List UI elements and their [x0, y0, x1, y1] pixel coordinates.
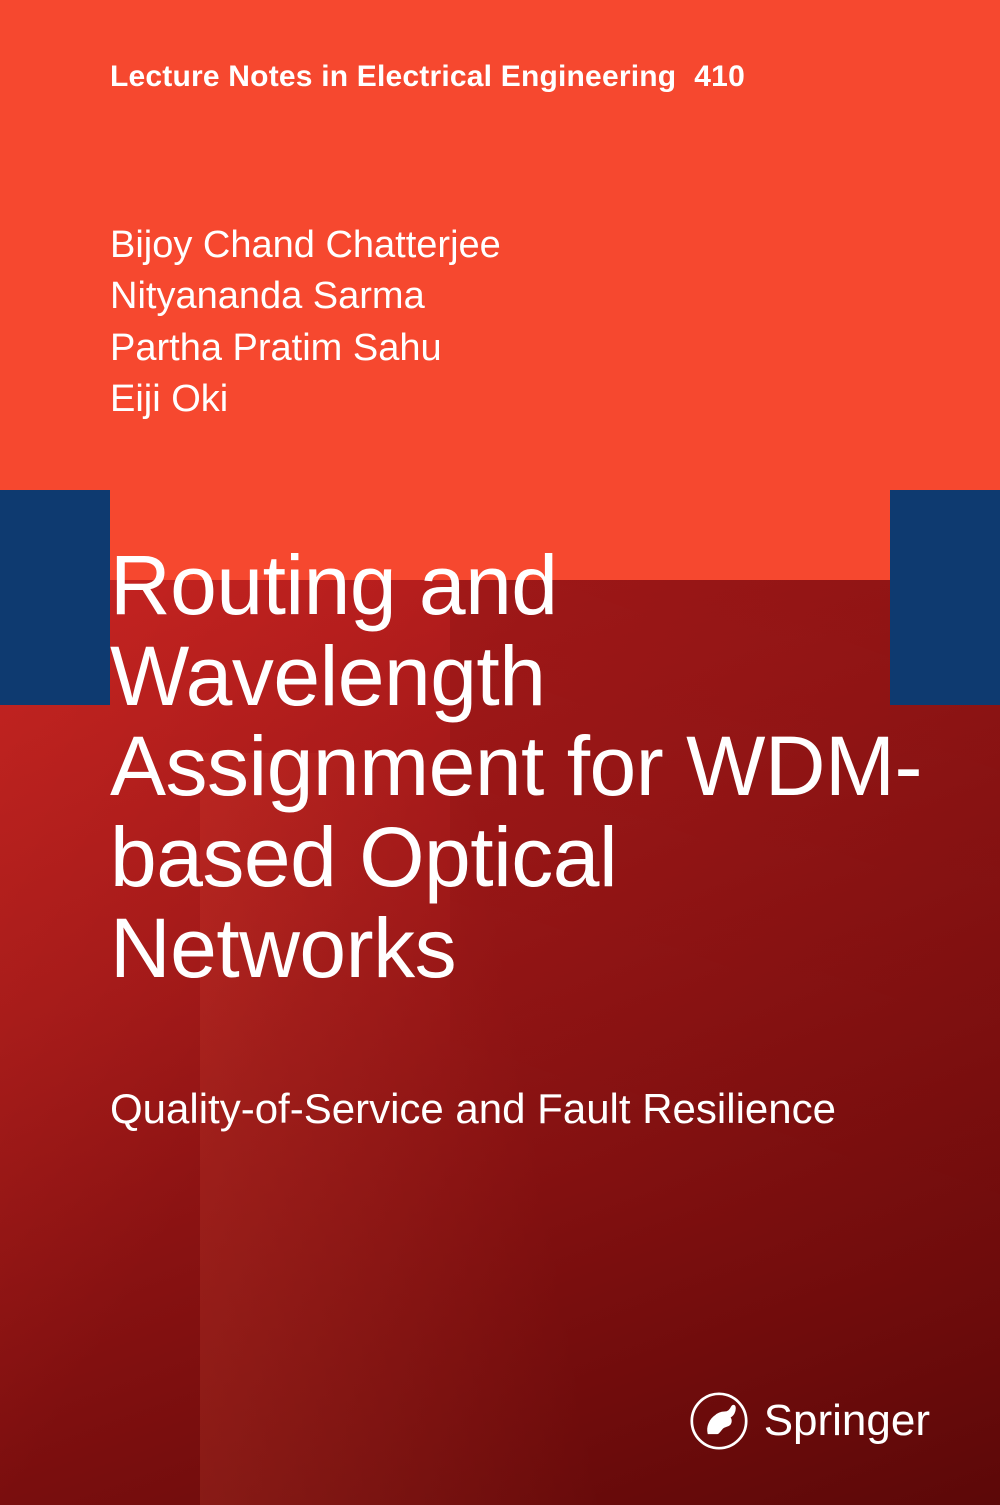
author-name: Partha Pratim Sahu [110, 323, 501, 374]
springer-horse-icon [690, 1392, 748, 1450]
author-name: Bijoy Chand Chatterjee [110, 220, 501, 271]
authors-block: Bijoy Chand Chatterjee Nityananda Sarma … [110, 220, 501, 425]
series-line: Lecture Notes in Electrical Engineering 4… [110, 60, 745, 94]
publisher-block: Springer [690, 1392, 930, 1450]
book-subtitle: Quality-of-Service and Fault Resilience [110, 1085, 940, 1133]
book-title: Routing and Wavelength Assignment for WD… [110, 540, 940, 994]
blue-strip-left [0, 490, 110, 705]
author-name: Nityananda Sarma [110, 271, 501, 322]
series-name: Lecture Notes in Electrical Engineering [110, 60, 676, 93]
book-cover: Lecture Notes in Electrical Engineering 4… [0, 0, 1000, 1505]
publisher-name: Springer [764, 1396, 930, 1446]
series-number: 410 [694, 60, 745, 93]
author-name: Eiji Oki [110, 374, 501, 425]
